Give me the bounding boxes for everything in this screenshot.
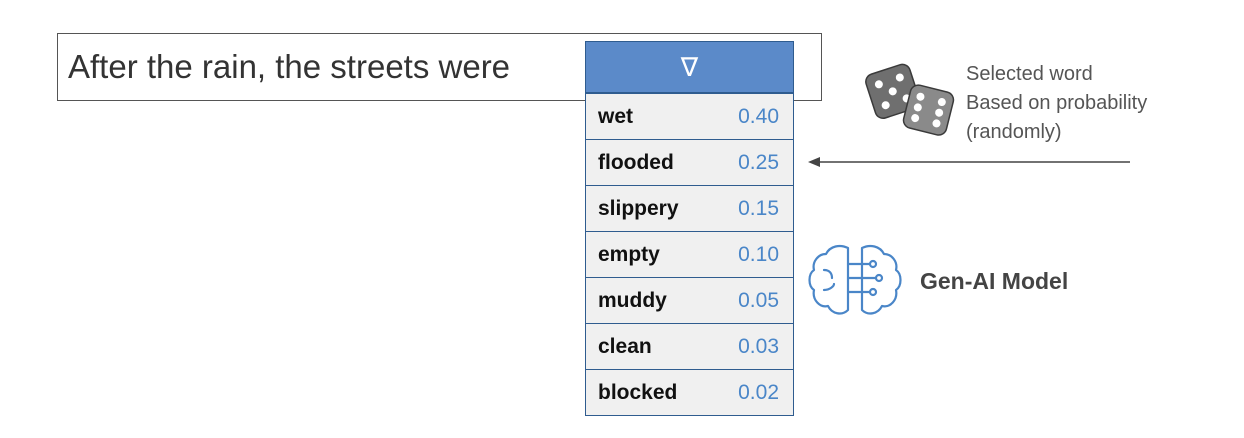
dropdown-toggle-icon: ∇ bbox=[680, 51, 699, 82]
option-word: blocked bbox=[598, 380, 678, 404]
arrow-left-icon bbox=[808, 157, 1130, 167]
dropdown-toggle[interactable]: ∇ bbox=[586, 42, 793, 93]
option-word: flooded bbox=[598, 150, 674, 174]
option-word: wet bbox=[598, 104, 634, 128]
selection-note-line: (randomly) bbox=[966, 121, 1062, 143]
option-probability: 0.15 bbox=[738, 196, 779, 220]
option-probability: 0.25 bbox=[738, 150, 779, 174]
selection-note-line: Selected word bbox=[966, 63, 1093, 85]
model-label: Gen-AI Model bbox=[920, 268, 1069, 294]
dice-icon bbox=[865, 63, 955, 136]
next-word-dropdown[interactable]: ∇ wet 0.40 flooded 0.25 slippery 0.15 em… bbox=[585, 41, 794, 416]
brain-circuit-icon bbox=[808, 244, 902, 315]
option-probability: 0.02 bbox=[738, 380, 779, 404]
option-row-slippery[interactable]: slippery 0.15 bbox=[586, 185, 793, 231]
option-probability: 0.10 bbox=[738, 242, 779, 266]
option-row-clean[interactable]: clean 0.03 bbox=[586, 323, 793, 369]
option-word: muddy bbox=[598, 288, 667, 312]
option-row-muddy[interactable]: muddy 0.05 bbox=[586, 277, 793, 323]
option-word: empty bbox=[598, 242, 660, 266]
option-row-wet[interactable]: wet 0.40 bbox=[586, 93, 793, 139]
option-probability: 0.03 bbox=[738, 334, 779, 358]
option-row-empty[interactable]: empty 0.10 bbox=[586, 231, 793, 277]
option-row-flooded[interactable]: flooded 0.25 bbox=[586, 139, 793, 185]
prompt-text: After the rain, the streets were bbox=[68, 48, 511, 85]
selection-note-line: Based on probability bbox=[966, 92, 1148, 114]
option-row-blocked[interactable]: blocked 0.02 bbox=[586, 369, 793, 415]
option-probability: 0.05 bbox=[738, 288, 779, 312]
option-word: slippery bbox=[598, 196, 679, 220]
option-word: clean bbox=[598, 334, 652, 358]
option-probability: 0.40 bbox=[738, 104, 779, 128]
selection-note: Selected word Based on probability (rand… bbox=[966, 60, 1147, 147]
